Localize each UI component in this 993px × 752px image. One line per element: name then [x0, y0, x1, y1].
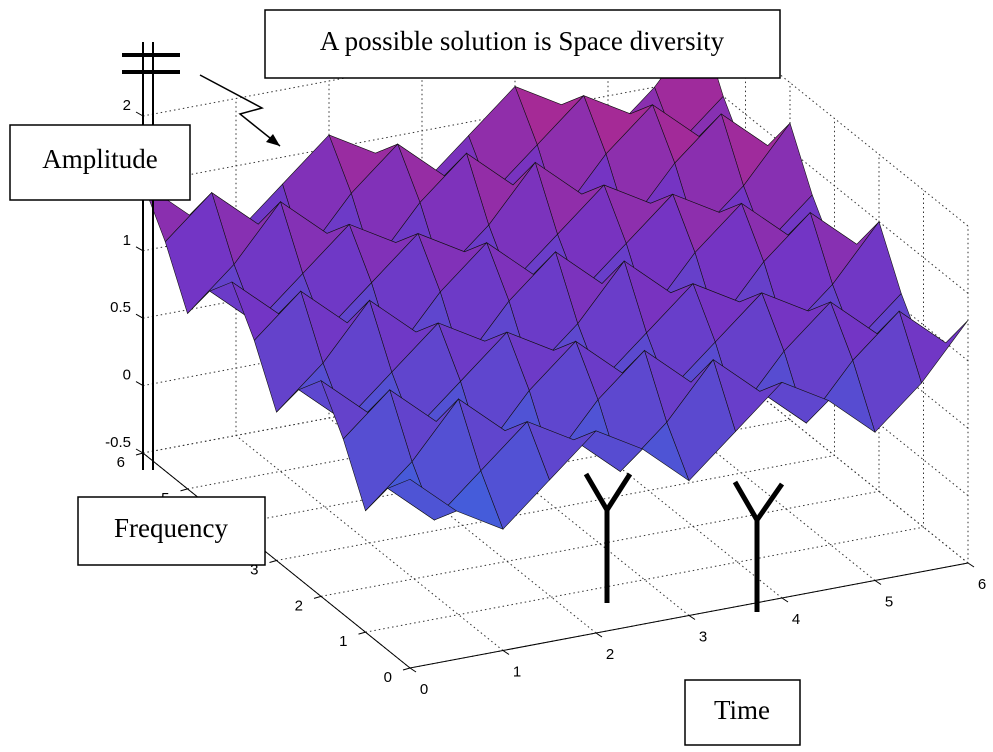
receiver-antenna	[735, 482, 757, 612]
x-tick	[968, 563, 974, 567]
annotation: A possible solution is Space diversity	[320, 26, 725, 56]
x-tick-label: 2	[606, 646, 614, 663]
receiver-antenna	[757, 484, 782, 520]
x-tick-label: 3	[699, 628, 707, 645]
y-tick	[403, 668, 410, 670]
y-tick	[270, 561, 277, 563]
y-tick	[136, 453, 143, 455]
x-tick	[689, 616, 695, 620]
z-tick-label: 0.5	[110, 299, 131, 316]
z-tick	[136, 314, 143, 318]
z-tick-label: -0.5	[105, 434, 131, 451]
x-tick	[410, 668, 416, 672]
y-tick-label: 1	[339, 633, 347, 650]
x-tick-label: 4	[792, 611, 800, 628]
y-axis-label: Frequency	[114, 513, 228, 543]
y-tick	[181, 489, 188, 491]
receiver-antenna	[607, 474, 630, 510]
x-tick-label: 1	[513, 663, 521, 680]
z-tick-label: 1	[123, 232, 131, 249]
x-tick-label: 0	[420, 681, 428, 698]
y-tick-label: 0	[384, 669, 392, 686]
z-tick-label: 2	[123, 97, 131, 114]
x-tick	[503, 651, 509, 655]
z-axis-label: Amplitude	[42, 144, 158, 174]
x-tick-label: 6	[978, 576, 986, 593]
y-tick-label: 6	[117, 454, 125, 471]
x-tick	[875, 581, 881, 585]
x-tick	[596, 633, 602, 637]
page: {"chart_data": {"type": "surface", "anno…	[0, 0, 993, 752]
z-tick	[136, 112, 143, 116]
x-tick	[782, 598, 788, 602]
z-tick-label: 0	[123, 367, 131, 384]
x-axis-label: Time	[714, 695, 770, 725]
chart: 01234560123456-0.500.511.52 A possible s…	[0, 0, 993, 752]
y-tick	[314, 596, 321, 598]
signal-arrow	[200, 75, 280, 146]
plot-area: 01234560123456-0.500.511.52	[105, 11, 986, 698]
y-tick-label: 2	[295, 597, 303, 614]
z-tick	[136, 382, 143, 386]
x-tick-label: 5	[885, 593, 893, 610]
z-tick	[136, 247, 143, 251]
z-tick	[136, 449, 143, 453]
receiver-antenna	[586, 474, 607, 603]
y-tick	[359, 632, 366, 634]
